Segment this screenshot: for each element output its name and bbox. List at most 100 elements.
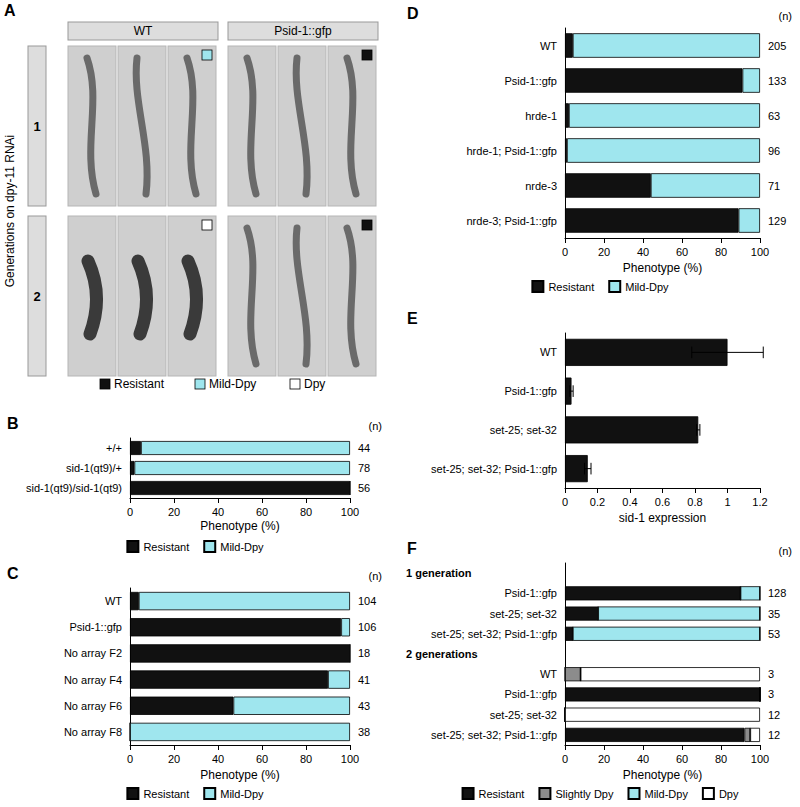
svg-text:Dpy: Dpy xyxy=(304,377,325,391)
svg-text:Resistant: Resistant xyxy=(114,377,165,391)
svg-text:80: 80 xyxy=(715,753,727,765)
svg-text:Resistant: Resistant xyxy=(548,281,594,293)
svg-text:40: 40 xyxy=(212,753,224,765)
svg-text:3: 3 xyxy=(768,668,774,680)
svg-text:41: 41 xyxy=(358,674,370,686)
svg-text:set-25; set-32; Psid-1::gfp: set-25; set-32; Psid-1::gfp xyxy=(431,463,557,475)
svg-text:Resistant: Resistant xyxy=(143,541,189,553)
svg-text:20: 20 xyxy=(168,753,180,765)
svg-text:Resistant: Resistant xyxy=(143,788,189,800)
svg-text:80: 80 xyxy=(715,246,727,258)
svg-text:0: 0 xyxy=(127,753,133,765)
svg-text:set-25; set-32: set-25; set-32 xyxy=(490,608,557,620)
svg-text:60: 60 xyxy=(256,506,268,518)
svg-text:No array F4: No array F4 xyxy=(64,674,122,686)
svg-text:set-25; set-32; Psid-1::gfp: set-25; set-32; Psid-1::gfp xyxy=(431,729,557,741)
svg-text:60: 60 xyxy=(676,753,688,765)
svg-text:1: 1 xyxy=(724,496,730,508)
svg-text:Resistant: Resistant xyxy=(479,788,525,800)
svg-text:hrde-1: hrde-1 xyxy=(525,110,557,122)
svg-text:F: F xyxy=(407,540,417,557)
svg-text:sid-1(qt9)/+: sid-1(qt9)/+ xyxy=(66,462,122,474)
svg-text:3: 3 xyxy=(768,688,774,700)
svg-text:0.8: 0.8 xyxy=(687,496,702,508)
svg-text:100: 100 xyxy=(751,753,769,765)
svg-text:80: 80 xyxy=(300,753,312,765)
svg-text:1.2: 1.2 xyxy=(752,496,767,508)
svg-text:78: 78 xyxy=(358,462,370,474)
svg-text:A: A xyxy=(4,2,16,19)
svg-text:(n): (n) xyxy=(779,545,792,557)
svg-text:0: 0 xyxy=(562,496,568,508)
svg-text:Slightly Dpy: Slightly Dpy xyxy=(555,788,614,800)
svg-text:71: 71 xyxy=(768,180,780,192)
svg-text:WT: WT xyxy=(540,40,557,52)
svg-text:56: 56 xyxy=(358,482,370,494)
svg-text:WT: WT xyxy=(105,595,122,607)
svg-text:E: E xyxy=(407,310,418,327)
svg-text:2: 2 xyxy=(33,289,40,304)
svg-text:106: 106 xyxy=(358,621,376,633)
svg-text:nrde-3; Psid-1::gfp: nrde-3; Psid-1::gfp xyxy=(467,215,558,227)
svg-text:0.6: 0.6 xyxy=(655,496,670,508)
svg-text:(n): (n) xyxy=(779,10,792,22)
svg-text:104: 104 xyxy=(358,595,376,607)
svg-text:Psid-1::gfp: Psid-1::gfp xyxy=(504,385,557,397)
svg-text:Mild-Dpy: Mild-Dpy xyxy=(644,788,688,800)
svg-text:Dpy: Dpy xyxy=(719,788,739,800)
svg-text:Psid-1::gfp: Psid-1::gfp xyxy=(504,75,557,87)
svg-text:40: 40 xyxy=(212,506,224,518)
svg-text:Generations on dpy-11 RNAi: Generations on dpy-11 RNAi xyxy=(3,135,17,288)
svg-text:18: 18 xyxy=(358,647,370,659)
svg-text:0: 0 xyxy=(562,753,568,765)
svg-text:No array F6: No array F6 xyxy=(64,700,122,712)
svg-text:Psid-1::gfp: Psid-1::gfp xyxy=(504,688,557,700)
svg-text:Mild-Dpy: Mild-Dpy xyxy=(625,281,669,293)
svg-text:0: 0 xyxy=(127,506,133,518)
svg-text:100: 100 xyxy=(751,246,769,258)
svg-text:133: 133 xyxy=(768,75,786,87)
svg-text:D: D xyxy=(407,5,419,22)
svg-text:96: 96 xyxy=(768,145,780,157)
svg-text:No array F2: No array F2 xyxy=(64,647,122,659)
svg-text:35: 35 xyxy=(768,608,780,620)
svg-text:38: 38 xyxy=(358,726,370,738)
svg-text:Mild-Dpy: Mild-Dpy xyxy=(220,788,264,800)
svg-text:WT: WT xyxy=(540,668,557,680)
svg-text:1: 1 xyxy=(33,119,40,134)
svg-text:0.4: 0.4 xyxy=(622,496,637,508)
svg-text:60: 60 xyxy=(676,246,688,258)
svg-text:Psid-1::gfp: Psid-1::gfp xyxy=(69,621,122,633)
svg-text:60: 60 xyxy=(256,753,268,765)
svg-text:20: 20 xyxy=(168,506,180,518)
svg-text:B: B xyxy=(7,415,19,432)
svg-text:0: 0 xyxy=(562,246,568,258)
svg-text:40: 40 xyxy=(637,246,649,258)
svg-text:No array F8: No array F8 xyxy=(64,726,122,738)
svg-text:Mild-Dpy: Mild-Dpy xyxy=(220,541,264,553)
svg-text:(n): (n) xyxy=(369,570,382,582)
svg-text:(n): (n) xyxy=(369,420,382,432)
svg-text:nrde-3: nrde-3 xyxy=(525,180,557,192)
svg-text:63: 63 xyxy=(768,110,780,122)
svg-text:40: 40 xyxy=(637,753,649,765)
svg-text:WT: WT xyxy=(540,346,557,358)
svg-text:hrde-1; Psid-1::gfp: hrde-1; Psid-1::gfp xyxy=(467,145,558,157)
svg-text:128: 128 xyxy=(768,587,786,599)
svg-text:0.2: 0.2 xyxy=(590,496,605,508)
svg-text:100: 100 xyxy=(341,753,359,765)
svg-text:Phenotype (%): Phenotype (%) xyxy=(623,768,702,782)
svg-text:set-25; set-32: set-25; set-32 xyxy=(490,709,557,721)
svg-text:12: 12 xyxy=(768,729,780,741)
svg-text:C: C xyxy=(7,565,19,582)
svg-text:sid-1(qt9)/sid-1(qt9): sid-1(qt9)/sid-1(qt9) xyxy=(26,482,122,494)
svg-text:sid-1 expression: sid-1 expression xyxy=(619,511,706,525)
svg-text:Phenotype (%): Phenotype (%) xyxy=(200,519,279,533)
svg-text:43: 43 xyxy=(358,700,370,712)
svg-text:205: 205 xyxy=(768,40,786,52)
svg-text:Psid-1::gfp: Psid-1::gfp xyxy=(504,587,557,599)
svg-text:set-25; set-32; Psid-1::gfp: set-25; set-32; Psid-1::gfp xyxy=(431,628,557,640)
svg-text:set-25; set-32: set-25; set-32 xyxy=(490,424,557,436)
svg-text:129: 129 xyxy=(768,215,786,227)
svg-text:20: 20 xyxy=(598,753,610,765)
